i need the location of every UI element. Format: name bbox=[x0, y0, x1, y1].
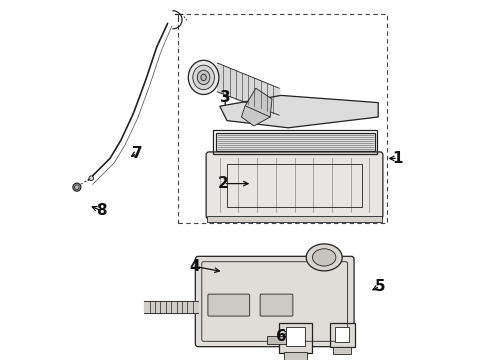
Bar bbox=[286, 327, 305, 346]
FancyBboxPatch shape bbox=[196, 256, 354, 347]
Bar bbox=[227, 164, 362, 207]
Polygon shape bbox=[242, 88, 272, 126]
FancyBboxPatch shape bbox=[260, 294, 293, 316]
Text: 6: 6 bbox=[275, 329, 286, 344]
Bar bbox=[333, 347, 351, 354]
Text: 5: 5 bbox=[375, 279, 385, 294]
FancyBboxPatch shape bbox=[206, 152, 383, 219]
Bar bbox=[330, 323, 355, 347]
Bar bbox=[178, 14, 387, 223]
Ellipse shape bbox=[74, 185, 79, 189]
Ellipse shape bbox=[201, 74, 206, 81]
Bar bbox=[284, 352, 307, 360]
Polygon shape bbox=[220, 95, 378, 128]
Text: 7: 7 bbox=[132, 145, 142, 161]
Ellipse shape bbox=[306, 244, 342, 271]
Ellipse shape bbox=[89, 176, 94, 180]
Text: 3: 3 bbox=[220, 90, 230, 105]
Bar bbox=[267, 336, 286, 344]
Text: 2: 2 bbox=[218, 176, 229, 191]
Text: 1: 1 bbox=[393, 151, 403, 166]
Ellipse shape bbox=[188, 60, 219, 94]
Bar bbox=[335, 327, 349, 342]
Ellipse shape bbox=[73, 183, 81, 191]
Bar bbox=[207, 216, 382, 222]
Bar bbox=[279, 323, 312, 353]
Text: 8: 8 bbox=[96, 203, 106, 218]
FancyBboxPatch shape bbox=[208, 294, 250, 316]
Text: 4: 4 bbox=[189, 259, 200, 274]
Ellipse shape bbox=[197, 70, 210, 85]
Ellipse shape bbox=[313, 249, 336, 266]
Ellipse shape bbox=[193, 65, 215, 90]
Bar bbox=[216, 133, 374, 151]
